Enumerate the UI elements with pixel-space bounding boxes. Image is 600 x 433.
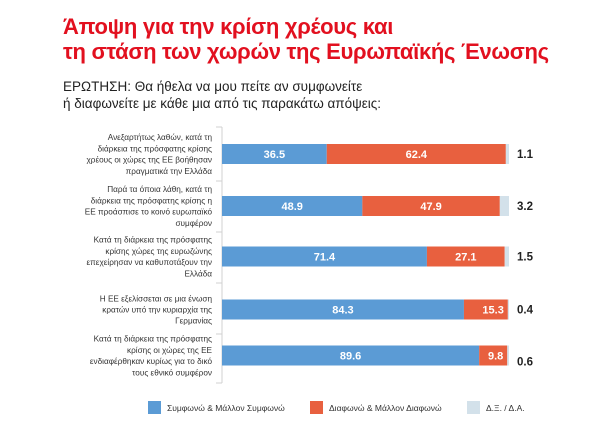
bar-value-agree: 89.6: [340, 351, 361, 363]
bar-dk: [505, 144, 509, 164]
category-label-line: διάρκεια της πρόσφατης κρίσης: [98, 144, 212, 153]
bar-disagree: [463, 299, 508, 320]
category-label: Κατά τη διάρκεια της πρόσφατης κρίσης οι …: [90, 335, 213, 378]
bar-dk: [499, 196, 509, 216]
category-label-line: συμφέρον: [175, 219, 212, 228]
category-label-line: κρίσης χώρες της ευρωζώνης: [105, 247, 212, 256]
bar-dk: [504, 246, 509, 267]
category-label-line: Παρά τα όποια λάθη, κατά τη: [107, 185, 212, 194]
bar-value-dk: 1.1: [517, 149, 534, 161]
category-label: Η ΕΕ εξελίσσεται σε μια ένωση κρατών υπό …: [100, 294, 213, 325]
category-label: Κατά τη διάρκεια της πρόσφατης κρίσης χώρ…: [87, 236, 213, 279]
legend-swatch: [148, 401, 161, 414]
bar-value-agree: 36.5: [264, 149, 285, 161]
category-label: Ανεξαρτήτως λαθών, κατά τη διάρκεια της π…: [86, 133, 212, 176]
legend-swatch: [467, 401, 480, 414]
question-line-1: ΕΡΩΤΗΣΗ: Θα ήθελα να μου πείτε αν συμφων…: [63, 79, 363, 94]
title-line-2: τη στάση των χωρών της Ευρωπαϊκής Ένωσης: [63, 39, 549, 64]
category-label-line: ΕΕ προάσπισε το κοινό ευρωπαϊκό: [85, 208, 213, 217]
bar-agree: [222, 144, 327, 164]
bar-value-disagree: 62.4: [406, 149, 428, 161]
category-label-line: πραγματικά την Ελλάδα: [126, 167, 213, 176]
bar-value-dk: 0.4: [517, 305, 534, 317]
bar-value-agree: 71.4: [314, 252, 336, 264]
bar-value-disagree: 27.1: [455, 252, 476, 264]
bar-disagree: [326, 144, 506, 164]
bar-value-disagree: 47.9: [420, 201, 441, 213]
bar-value-disagree: 15.3: [482, 305, 503, 317]
category-label-line: Γερμανίας: [175, 317, 212, 326]
bar-dk: [507, 345, 509, 366]
legend-swatch: [310, 401, 323, 414]
bar-agree: [222, 246, 427, 267]
category-label-line: διάρκεια της πρόσφατης κρίσης η: [91, 196, 213, 205]
bar-agree: [222, 345, 480, 366]
bar-disagree: [479, 345, 508, 366]
category-label-line: επεχείρησαν να καθυποτάξουν την: [87, 258, 213, 267]
category-label-line: ενδιαφέρθηκαν κυρίως για το δικό: [90, 357, 213, 366]
bar-disagree: [362, 196, 500, 216]
category-label-line: κρίσης οι χώρες της ΕΕ: [127, 346, 213, 355]
category-label-line: τους εθνικό συμφέρον: [132, 368, 212, 377]
category-label-line: Κατά τη διάρκεια της πρόσφατης: [94, 236, 212, 245]
bar-agree: [222, 299, 464, 320]
chart-title: Άποψη για την κρίση χρέους και τη στάση …: [63, 14, 549, 64]
bar-value-agree: 84.3: [332, 305, 353, 317]
category-label-line: Ελλάδα: [184, 269, 212, 278]
category-label-line: χρέους οι χώρες της ΕΕ βοήθησαν: [86, 156, 212, 165]
question-line-2: ή διαφωνείτε με κάθε μια από τις παρακάτ…: [63, 96, 382, 111]
bar-dk: [507, 299, 509, 320]
bar-value-agree: 48.9: [281, 201, 302, 213]
category-label-line: Η ΕΕ εξελίσσεται σε μια ένωση: [100, 294, 213, 303]
legend-label: Δ.Ξ. / Δ.Α.: [486, 403, 525, 413]
bar-value-dk: 1.5: [517, 252, 534, 264]
category-label-line: Κατά τη διάρκεια της πρόσφατης: [94, 335, 212, 344]
bar-value-dk: 3.2: [517, 201, 533, 213]
category-label-line: Ανεξαρτήτως λαθών, κατά τη: [108, 133, 213, 142]
category-label: Παρά τα όποια λάθη, κατά τη διάρκεια της …: [85, 185, 213, 228]
question-text: ΕΡΩΤΗΣΗ: Θα ήθελα να μου πείτε αν συμφων…: [63, 78, 381, 112]
category-label-line: κρατών υπό την κυριαρχία της: [102, 306, 212, 315]
legend-label: Διαφωνώ & Μάλλον Διαφωνώ: [329, 403, 442, 413]
title-line-1: Άποψη για την κρίση χρέους και: [63, 14, 394, 39]
legend-label: Συμφωνώ & Μάλλον Συμφωνώ: [167, 403, 285, 413]
bar-value-dk: 0.6: [517, 357, 533, 369]
bar-value-disagree: 9.8: [488, 351, 503, 363]
bar-disagree: [426, 246, 505, 267]
bar-agree: [222, 196, 363, 216]
